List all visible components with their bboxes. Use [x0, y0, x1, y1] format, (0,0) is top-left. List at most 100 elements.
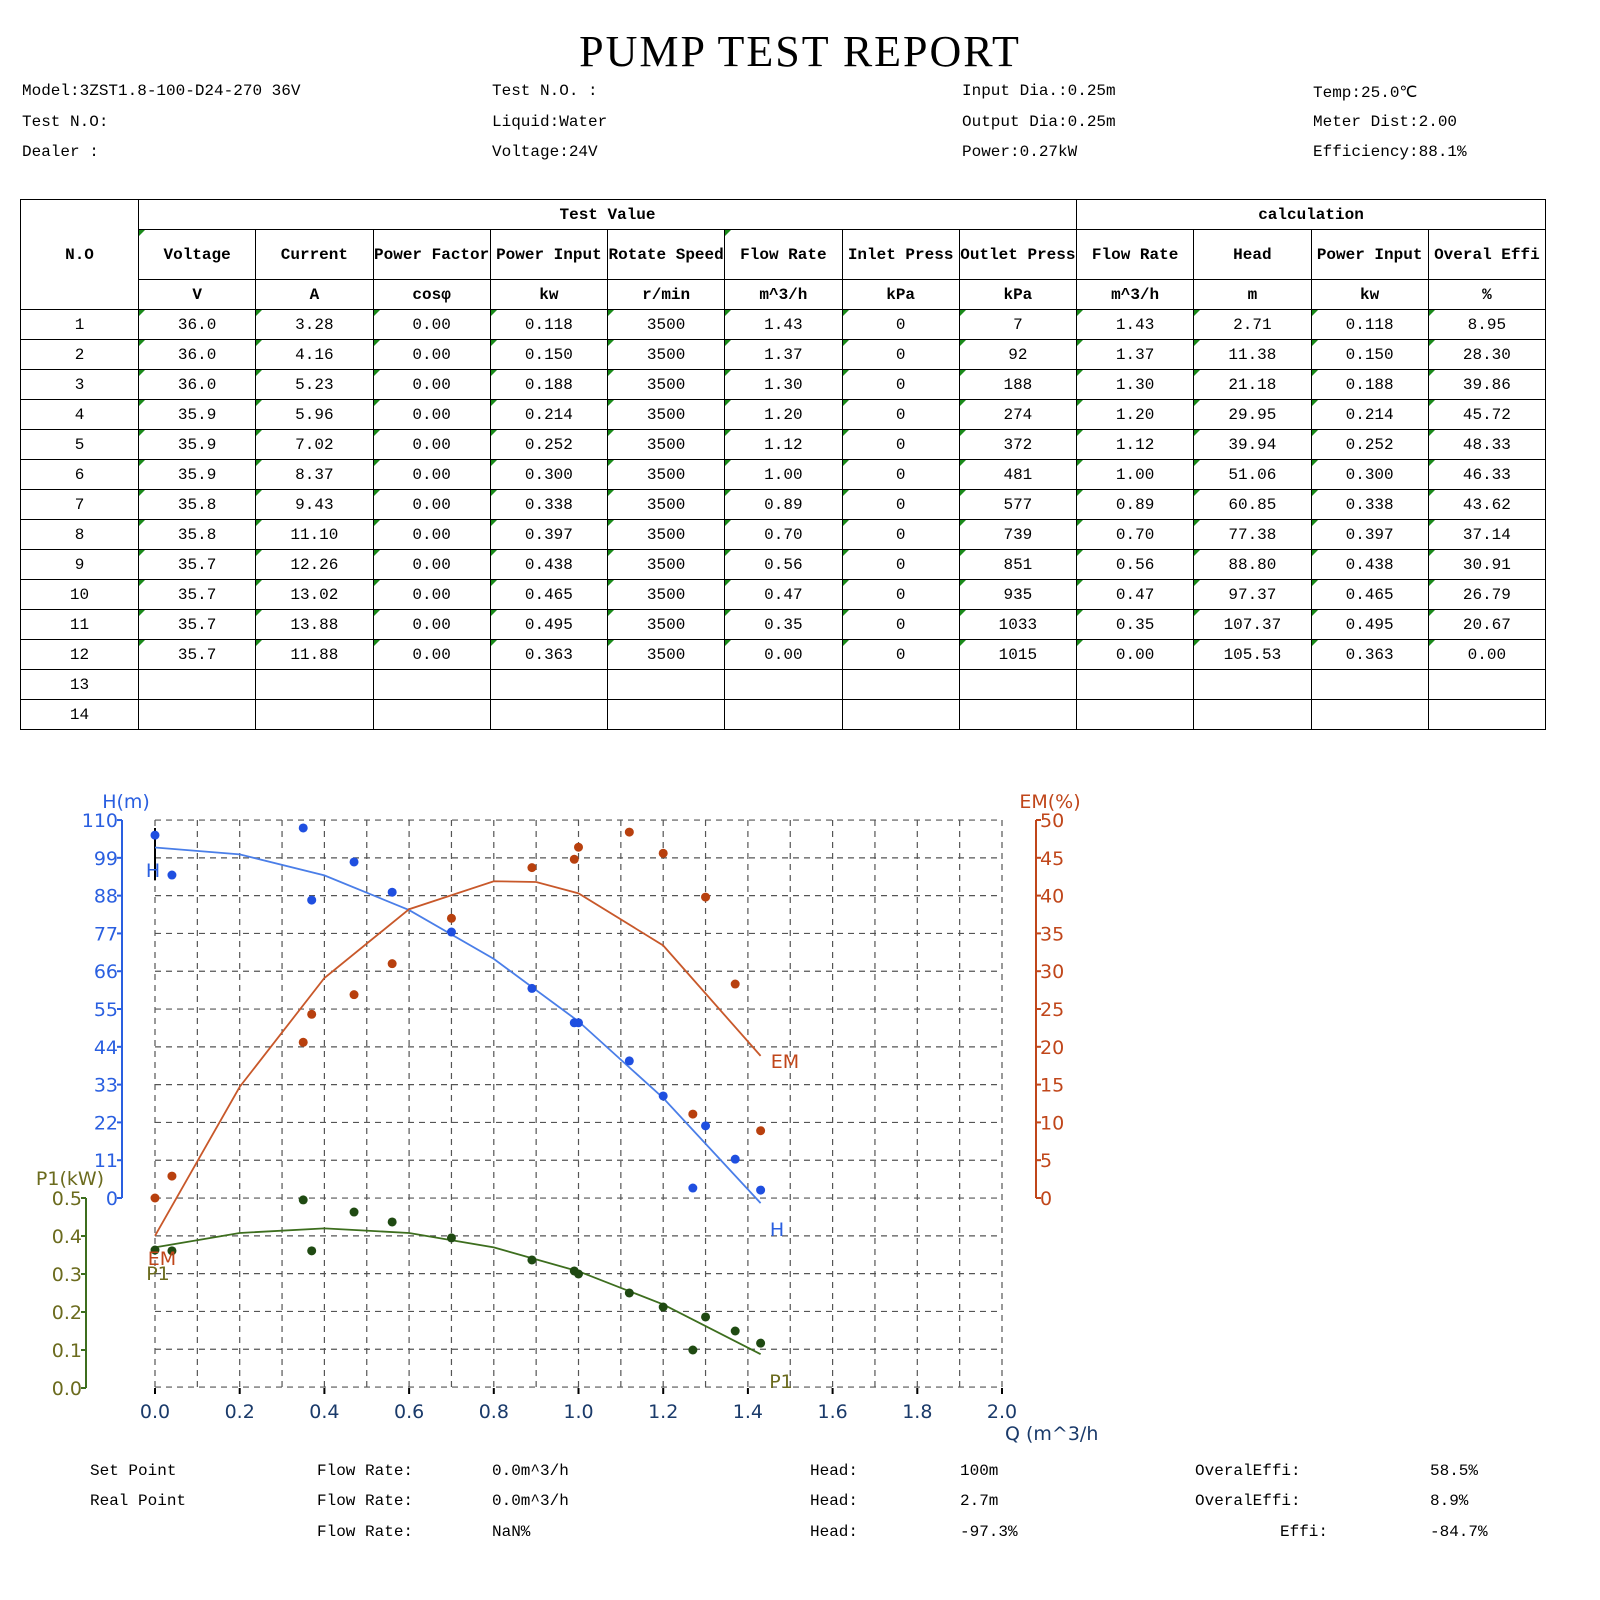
table-cell: 0.47	[724, 579, 843, 610]
table-cell: 0.214	[1310, 399, 1429, 430]
table-row: 3 36.0 5.23 0.00 0.188 3500 1.30 0 188 1.30 21.18 0…	[20, 369, 1547, 400]
effi-value: 8.9%	[1430, 1492, 1469, 1510]
table-cell: 3500	[606, 399, 726, 430]
h-tick-label: 77	[94, 923, 118, 945]
table-cell: 46.33	[1427, 459, 1547, 490]
data-point-EM	[701, 892, 711, 902]
column-header: Rotate Speed	[606, 229, 726, 280]
table-cell: 36.0	[137, 339, 257, 370]
curve-EM	[154, 880, 762, 1237]
table-cell: 0	[841, 459, 960, 490]
effi-value: -84.7%	[1430, 1523, 1488, 1541]
table-cell	[841, 699, 960, 730]
table-row: 12 35.7 11.88 0.00 0.363 3500 0.00 0 1015 0.00 105…	[20, 639, 1547, 670]
table-cell	[1193, 699, 1312, 730]
data-point-P1	[756, 1338, 766, 1348]
table-cell: 0	[841, 369, 960, 400]
table-cell: 0.465	[1310, 579, 1429, 610]
table-cell: 97.37	[1193, 579, 1312, 610]
table-cell: 7.02	[255, 429, 374, 460]
data-point-P1	[446, 1233, 456, 1243]
data-point-P1	[688, 1345, 698, 1355]
em-tick-label: 15	[1040, 1075, 1064, 1097]
data-point-H	[167, 870, 177, 880]
em-tick-label: 10	[1040, 1112, 1064, 1134]
table-cell: 1.37	[1075, 339, 1195, 370]
table-cell: 0.00	[372, 459, 491, 490]
curve-label-p1-end: P1	[769, 1371, 793, 1393]
x-tick-label: 2.0	[987, 1401, 1017, 1423]
curve-P1	[154, 1227, 762, 1355]
h-tick-label: 11	[94, 1150, 118, 1172]
info-field: Power:0.27kW	[962, 143, 1078, 161]
table-cell	[958, 669, 1078, 700]
table-cell	[1075, 669, 1195, 700]
info-field: Meter Dist:2.00	[1313, 113, 1458, 131]
table-cell: 0.00	[372, 639, 491, 670]
table-cell: 1.20	[724, 399, 843, 430]
h-tick-label: 66	[94, 961, 118, 983]
data-point-H	[756, 1185, 766, 1195]
h-axis-label: H(m)	[102, 791, 150, 813]
table-row: 5 35.9 7.02 0.00 0.252 3500 1.12 0 372 1.12 39.94 0…	[20, 429, 1547, 460]
data-point-H	[688, 1183, 698, 1193]
table-cell	[1193, 669, 1312, 700]
table-row: 8 35.8 11.10 0.00 0.397 3500 0.70 0 739 0.70 77.38…	[20, 519, 1547, 550]
table-cell: 3500	[606, 549, 726, 580]
data-point-H	[150, 830, 160, 840]
table-cell: 188	[958, 369, 1078, 400]
table-cell: 0.00	[372, 429, 491, 460]
table-cell: 13.02	[255, 579, 374, 610]
table-cell: 7	[958, 309, 1078, 340]
column-header: Power Input	[489, 229, 609, 280]
data-point-EM	[527, 863, 537, 873]
table-cell: 0.00	[724, 639, 843, 670]
info-field: Dealer :	[22, 143, 99, 161]
x-tick-label: 0.6	[394, 1401, 424, 1423]
table-cell: 35.8	[137, 489, 257, 520]
table-cell: 45.72	[1427, 399, 1547, 430]
table-cell	[724, 699, 843, 730]
table-row: 7 35.8 9.43 0.00 0.338 3500 0.89 0 577 0.89 60.85 0…	[20, 489, 1547, 520]
data-point-P1	[574, 1269, 583, 1279]
table-cell: 0.56	[1075, 549, 1195, 580]
em-axis-label: EM(%)	[1019, 791, 1080, 813]
row-number: 13	[20, 669, 139, 700]
table-cell: 36.0	[137, 369, 257, 400]
column-header: Outlet Press	[958, 229, 1078, 280]
p1-tick-label: 0.4	[52, 1226, 82, 1248]
table-cell: 11.10	[255, 519, 374, 550]
data-point-P1	[658, 1302, 668, 1312]
data-point-H	[574, 1018, 583, 1028]
flow-rate-label: Flow Rate:	[317, 1523, 414, 1541]
row-number: 5	[20, 429, 139, 460]
table-cell: 0.00	[372, 489, 491, 520]
info-field: Model:3ZST1.8-100-D24-270 36V	[22, 82, 301, 100]
table-cell	[606, 669, 726, 700]
data-point-H	[658, 1091, 668, 1101]
table-cell: 3500	[606, 309, 726, 340]
p1-axis-label: P1(kW)	[36, 1168, 104, 1190]
table-cell: 1.12	[724, 429, 843, 460]
table-cell: 0.188	[1310, 369, 1429, 400]
table-cell: 0.300	[1310, 459, 1429, 490]
table-cell	[255, 699, 374, 730]
row-number: 8	[20, 519, 139, 550]
table-cell: 0.338	[489, 489, 609, 520]
info-field: Test N.O:	[22, 113, 109, 131]
table-cell: 0.300	[489, 459, 609, 490]
table-cell: 2.71	[1193, 309, 1312, 340]
table-cell: 0.56	[724, 549, 843, 580]
table-cell: 0.00	[372, 519, 491, 550]
p1-tick-label: 0.2	[52, 1302, 82, 1324]
em-tick-label: 0	[1040, 1188, 1052, 1210]
table-cell: 3500	[606, 489, 726, 520]
h-tick-label: 0	[106, 1188, 118, 1210]
series-P1	[150, 1195, 766, 1355]
table-cell: 0.363	[489, 639, 609, 670]
data-point-H	[624, 1056, 634, 1066]
group-test-value: Test Value	[138, 199, 1077, 230]
table-cell: 3.28	[255, 309, 374, 340]
curve-label-em-start: EM	[148, 1248, 176, 1270]
